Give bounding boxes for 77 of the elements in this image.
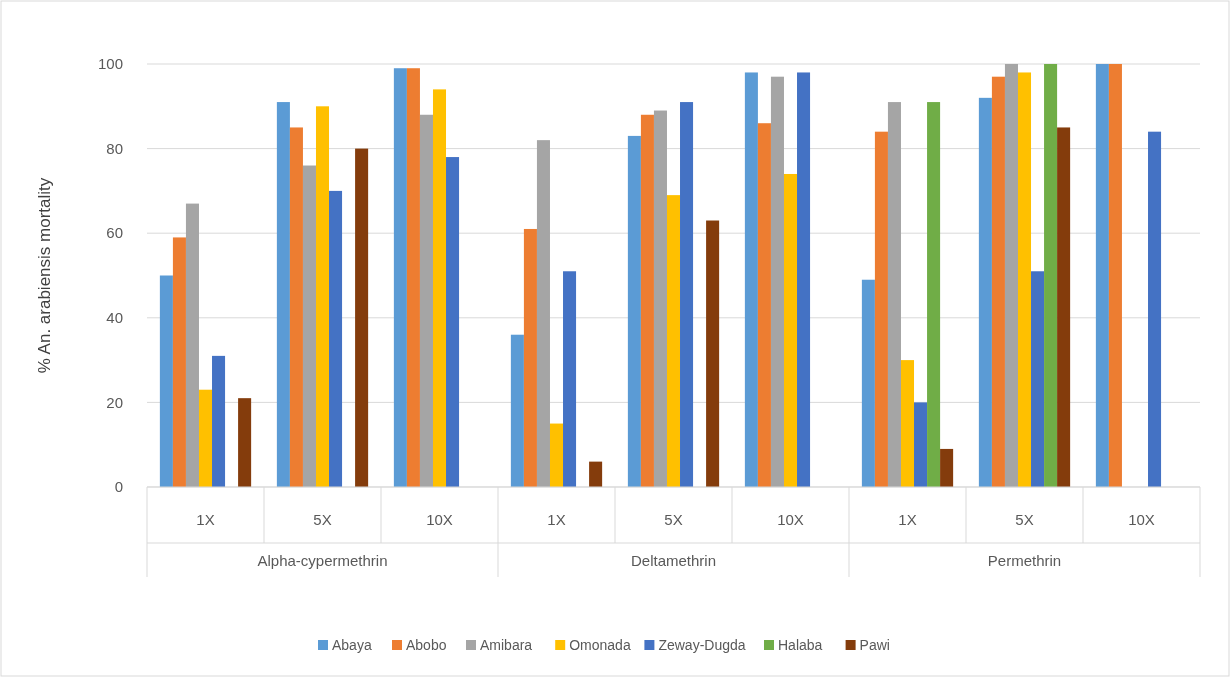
x-tick-label: 5X [1015, 511, 1034, 528]
bar [238, 398, 252, 487]
bar [1057, 127, 1071, 487]
bar [185, 203, 199, 487]
legend-label: Abaya [332, 636, 372, 653]
y-tick-label: 0 [114, 478, 123, 496]
bar [159, 275, 173, 487]
legend-label: Omonada [569, 636, 631, 653]
text: Deltamethrin [630, 552, 717, 569]
bar [563, 271, 577, 487]
bar [276, 102, 290, 487]
bar [900, 360, 915, 487]
legend-label: Pawi [859, 636, 890, 653]
text: Permethrin [987, 552, 1062, 569]
bar [978, 97, 992, 487]
x-tick-label: 10X [426, 511, 453, 528]
bar [887, 102, 901, 487]
x-tick-label: 1X [196, 511, 215, 528]
bar [1095, 64, 1109, 487]
bar [1004, 64, 1018, 487]
bar [510, 334, 524, 487]
bar [927, 102, 941, 487]
bar [991, 76, 1005, 487]
bar [406, 68, 420, 487]
bar [744, 72, 758, 487]
legend-label: Amibara [480, 636, 533, 653]
legend-label: Halaba [778, 636, 823, 653]
bar [446, 157, 460, 487]
bar [874, 131, 888, 487]
x-tick-label: 5X [313, 511, 332, 528]
y-tick-label: 80 [106, 139, 123, 157]
bar [419, 114, 433, 487]
x-tick-label: 10X [777, 511, 804, 528]
bar [198, 389, 213, 487]
bar [1031, 271, 1045, 487]
bar [680, 102, 694, 487]
bar [549, 423, 564, 487]
bar [589, 461, 603, 487]
x-tick-label: 1X [547, 511, 566, 528]
bar [523, 228, 537, 487]
bar [212, 355, 226, 487]
y-tick-label: 40 [106, 309, 123, 327]
bar [666, 195, 681, 487]
bar [627, 135, 641, 487]
y-axis-title: % An. arabiensis mortality [35, 177, 54, 374]
bar [329, 190, 343, 487]
x-tick-label: 1X [898, 511, 917, 528]
bar [706, 220, 720, 487]
x-tick-label: 5X [664, 511, 683, 528]
y-tick-label: 20 [106, 393, 123, 411]
x-tick-label: 10X [1128, 511, 1155, 528]
bar [172, 237, 186, 487]
bar [393, 68, 407, 487]
bar [432, 89, 447, 487]
bar [315, 106, 330, 487]
bar [783, 173, 798, 487]
bar [640, 114, 654, 487]
bar [1148, 131, 1162, 487]
bar [355, 148, 369, 487]
bar [770, 76, 784, 487]
legend-label: Zeway-Dugda [658, 636, 746, 653]
bar [302, 165, 316, 487]
bar [914, 402, 928, 487]
bar [289, 127, 303, 487]
bar [757, 123, 771, 487]
bar [1108, 64, 1122, 487]
text: Alpha-cypermethrin [257, 552, 388, 569]
bar [653, 110, 667, 487]
bar [1017, 72, 1032, 487]
y-tick-label: 100 [97, 55, 123, 73]
y-tick-label: 60 [106, 224, 123, 242]
bar [797, 72, 811, 487]
bar [1044, 64, 1058, 487]
bar [940, 448, 954, 487]
bar [861, 279, 875, 487]
legend-label: Abobo [406, 636, 447, 653]
bar [536, 140, 550, 487]
